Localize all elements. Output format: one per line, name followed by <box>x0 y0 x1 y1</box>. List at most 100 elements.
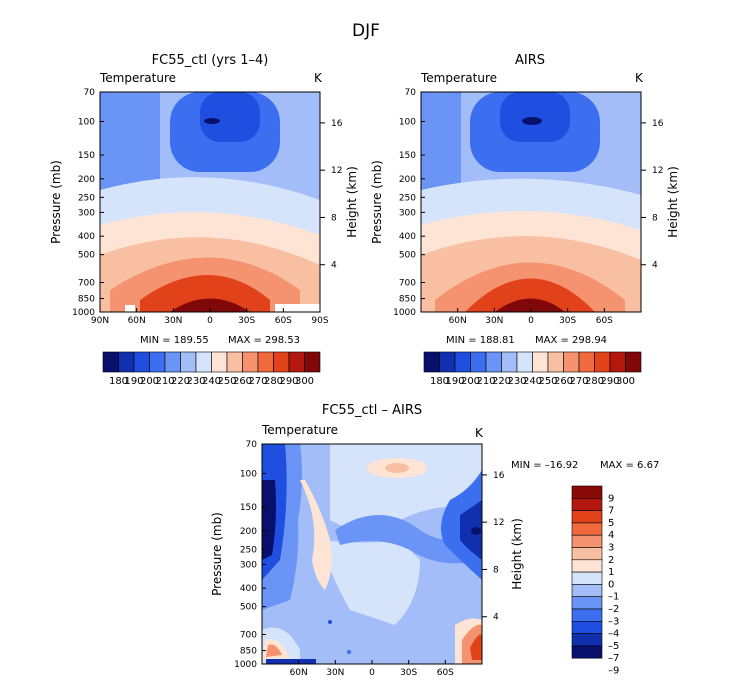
y-tick-label: 400 <box>78 232 95 242</box>
x-tick-label: 60N <box>128 316 146 326</box>
y-tick-label: 300 <box>399 208 416 218</box>
height-tick-label: 16 <box>331 119 343 129</box>
panel-diff-height-ticks: 16 12 8 4 <box>482 471 505 623</box>
colorbar-swatch <box>571 559 603 573</box>
colorbar-swatch <box>571 485 603 499</box>
colorbar-label: 290 <box>600 376 619 387</box>
x-tick-label: 30S <box>559 316 576 326</box>
panel-diff-units: K <box>475 426 484 440</box>
field-band <box>266 659 316 664</box>
field-missing <box>275 304 320 312</box>
colorbar-label: 0 <box>608 579 614 590</box>
panel-diff-field <box>262 444 482 664</box>
height-tick-label: 12 <box>652 166 663 176</box>
y-tick-label: 200 <box>78 175 95 185</box>
colorbar-swatch <box>470 351 487 373</box>
y-tick-label: 100 <box>240 470 257 480</box>
colorbar-swatch <box>164 351 181 373</box>
panel-airs-ylabel-right: Height (km) <box>666 166 680 237</box>
y-tick-label: 150 <box>78 151 95 161</box>
colorbar-swatch <box>133 351 150 373</box>
colorbar-label: 210 <box>476 376 495 387</box>
colorbar-swatch <box>594 351 611 373</box>
colorbar-swatch <box>485 351 502 373</box>
colorbar-swatch <box>571 608 603 622</box>
colorbar-swatch <box>118 351 135 373</box>
colorbar-label: 3 <box>608 543 614 554</box>
y-tick-label: 400 <box>240 584 257 594</box>
colorbar-label: 210 <box>155 376 174 387</box>
field-band <box>460 500 482 560</box>
y-tick-label: 100 <box>399 118 416 128</box>
colorbar-label: 180 <box>109 376 128 387</box>
y-tick-label: 700 <box>78 278 95 288</box>
figure-title: DJF <box>352 21 380 41</box>
colorbar-label: 250 <box>217 376 236 387</box>
panel-model: FC55_ctl (yrs 1–4) Temperature K 70 100 15… <box>49 53 359 387</box>
panel-model-field <box>100 92 320 312</box>
height-tick-label: 4 <box>493 613 499 623</box>
colorbar-swatch <box>304 351 321 373</box>
colorbar-swatch <box>571 522 603 536</box>
panel-diff-xticks: 60N 30N 0 30S 60S <box>290 660 454 678</box>
field-missing <box>125 305 135 312</box>
colorbar-label: 270 <box>569 376 588 387</box>
colorbar-label: 300 <box>616 376 635 387</box>
colorbar-label: 200 <box>461 376 480 387</box>
colorbar-swatch <box>180 351 197 373</box>
colorbar-label: –2 <box>608 604 619 615</box>
y-tick-label: 1000 <box>72 308 95 318</box>
x-tick-label: 30N <box>326 668 344 678</box>
field-spot <box>328 620 332 624</box>
panel-diff-ylabel: Pressure (mb) <box>210 512 224 596</box>
panel-airs-xticks: 60N 30N 0 30S 60S <box>449 308 613 326</box>
y-tick-label: 850 <box>240 647 257 657</box>
field-band <box>300 480 332 590</box>
y-tick-label: 200 <box>240 527 257 537</box>
field-band <box>500 92 570 142</box>
y-tick-label: 250 <box>78 193 95 203</box>
height-tick-label: 8 <box>493 565 499 575</box>
colorbar-swatch <box>423 351 440 373</box>
colorbar-swatch <box>578 351 595 373</box>
y-tick-label: 850 <box>78 295 95 305</box>
height-tick-label: 4 <box>331 261 337 271</box>
y-tick-label: 1000 <box>393 308 416 318</box>
colorbar-swatch <box>242 351 259 373</box>
y-tick-label: 850 <box>399 295 416 305</box>
colorbar-swatch <box>571 534 603 548</box>
colorbar-label: 230 <box>507 376 526 387</box>
colorbar-label: 300 <box>295 376 314 387</box>
colorbar-swatch <box>625 351 642 373</box>
colorbar-swatch <box>102 351 119 373</box>
x-tick-label: 0 <box>528 316 534 326</box>
panel-model-title: FC55_ctl (yrs 1–4) <box>152 53 269 68</box>
colorbar-label: 9 <box>608 493 614 504</box>
colorbar-label: –7 <box>608 653 619 664</box>
panel-model-units: K <box>314 71 323 85</box>
panel-model-height-ticks: 16 12 8 4 <box>320 119 343 271</box>
colorbar-label: –5 <box>608 641 619 652</box>
height-tick-label: 8 <box>652 213 658 223</box>
field-band <box>170 298 250 312</box>
panel-diff-yticks: 70 100 150 200 250 300 400 500 700 850 1000 <box>234 440 266 670</box>
field-spot <box>347 650 351 654</box>
colorbar-swatch <box>571 596 603 610</box>
colorbar-swatch <box>532 351 549 373</box>
colorbar-label: 1 <box>608 567 614 578</box>
colorbar-label: 190 <box>124 376 143 387</box>
colorbar-swatch <box>571 620 603 634</box>
field-band <box>320 540 420 625</box>
colorbar-swatch <box>454 351 471 373</box>
field-band <box>465 278 595 312</box>
panel-airs-max: MAX = 298.94 <box>535 335 607 346</box>
colorbar-label: 200 <box>140 376 159 387</box>
colorbar-swatch <box>288 351 305 373</box>
y-tick-label: 150 <box>399 151 416 161</box>
y-tick-label: 400 <box>399 232 416 242</box>
y-tick-label: 250 <box>240 545 257 555</box>
x-tick-label: 90S <box>311 316 328 326</box>
colorbar-label: 220 <box>171 376 190 387</box>
colorbar-label: 180 <box>430 376 449 387</box>
colorbar-label: 240 <box>202 376 221 387</box>
